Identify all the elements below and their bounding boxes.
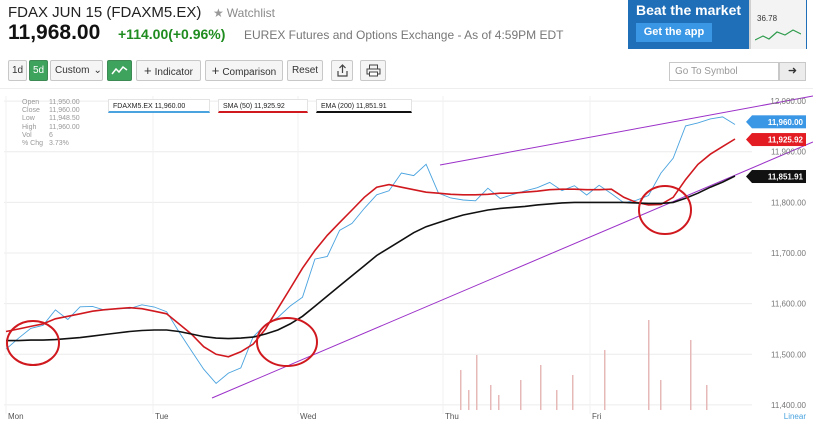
comparison-label[interactable]: Comparison <box>222 67 277 78</box>
volume-bar <box>648 320 650 410</box>
volume-bar <box>706 385 708 410</box>
symbol-name: FDAX JUN 15 (FDAXM5.EX) <box>8 4 202 21</box>
high-label: High <box>22 123 37 131</box>
goto-symbol-input[interactable]: Go To Symbol <box>669 62 779 81</box>
legend-series-sma[interactable]: SMA (50) 11,925.92 <box>218 99 308 113</box>
legend-price-label[interactable]: FDAXM5.EX 11,960.00 <box>113 103 186 110</box>
legend-ema-label[interactable]: EMA (200) 11,851.91 <box>321 103 387 110</box>
ohlc-panel: Open 11,950.00 Close 11,960.00 Low 11,948.5… <box>22 99 80 148</box>
x-tick-label: Wed <box>300 412 316 421</box>
get-app-button[interactable]: Get the app <box>636 23 712 42</box>
volume-bar <box>572 375 574 410</box>
ad-title: Beat the market <box>636 2 742 18</box>
close-label: Close <box>22 107 40 115</box>
y-tick-label: 11,800.00 <box>771 198 807 207</box>
low-label: Low <box>22 115 35 123</box>
comparison-button[interactable]: + Comparison <box>205 60 283 81</box>
price-chart[interactable]: 12,000.00 11,900.00 11,800.00 11,700.00 11,6… <box>0 88 813 428</box>
legend-sma-label[interactable]: SMA (50) 11,925.92 <box>223 103 285 110</box>
chg-label: % Chg <box>22 140 44 148</box>
phone-chart-icon <box>755 29 801 41</box>
x-tick-label: Tue <box>155 412 169 421</box>
range-1d-button[interactable]: 1d <box>8 60 27 81</box>
volume-bar <box>660 380 662 410</box>
x-tick-label: Fri <box>592 412 602 421</box>
volume-bar <box>556 390 558 410</box>
app-ad-banner[interactable]: Beat the market Get the app 36.78 <box>628 0 807 49</box>
volume-bar <box>490 385 492 410</box>
indicator-label[interactable]: Indicator <box>154 67 193 78</box>
chg-value: 3.73% <box>49 140 69 148</box>
upper-trendline[interactable] <box>439 95 813 166</box>
phone-image: 36.78 <box>749 0 806 49</box>
legend-series-ema[interactable]: EMA (200) 11,851.91 <box>316 99 412 113</box>
x-tick-label: Mon <box>8 412 24 421</box>
volume-bar <box>540 365 542 410</box>
y-tick-label: 11,500.00 <box>771 350 807 359</box>
price-tag <box>752 170 806 184</box>
share-button[interactable] <box>331 60 353 81</box>
price-tag-label: 11,925.92 <box>768 136 804 145</box>
y-tick-label: 12,000.00 <box>770 97 806 106</box>
custom-range-label[interactable]: Custom <box>55 65 90 76</box>
custom-range-dropdown[interactable]: Custom ⌄ <box>50 60 103 81</box>
open-label: Open <box>22 99 40 106</box>
range-5d-button[interactable]: 5d <box>29 60 48 81</box>
print-button[interactable] <box>360 60 386 81</box>
line-chart-icon[interactable] <box>111 64 128 76</box>
volume-bar <box>604 350 606 410</box>
volume-bar <box>520 380 522 410</box>
watchlist-label[interactable]: Watchlist <box>226 6 275 20</box>
series-line-sma-50-[interactable] <box>5 138 736 358</box>
goto-symbol-button[interactable]: ➜ <box>779 62 806 81</box>
price-tag <box>752 133 806 147</box>
series-line-ema-200-[interactable] <box>6 175 736 342</box>
y-tick-label: 11,400.00 <box>771 401 807 410</box>
print-icon[interactable] <box>366 64 381 77</box>
indicator-button[interactable]: + Indicator <box>136 60 201 81</box>
highlight-circle <box>638 185 692 235</box>
volume-bar <box>468 390 470 410</box>
price-tag-pointer <box>746 170 752 184</box>
star-icon[interactable]: ★ <box>213 6 224 20</box>
volume-bar <box>460 370 462 410</box>
reset-button[interactable]: Reset <box>287 60 323 81</box>
open-value: 11,950.00 <box>49 99 80 106</box>
low-value: 11,948.50 <box>49 115 80 123</box>
price-tag-pointer <box>746 133 752 147</box>
y-tick-label: 11,700.00 <box>771 249 807 258</box>
phone-quote-value: 36.78 <box>757 14 778 23</box>
exchange-info: EUREX Futures and Options Exchange - As … <box>244 28 564 42</box>
volume-bar <box>476 355 478 410</box>
price-tag-label: 11,851.91 <box>768 173 804 182</box>
last-price: 11,968.00 <box>8 21 101 44</box>
arrow-right-icon[interactable]: ➜ <box>787 65 798 77</box>
highlight-circle <box>6 320 60 366</box>
plus-icon[interactable]: + <box>144 63 152 78</box>
y-tick-label: 11,600.00 <box>771 300 807 309</box>
vol-value: 6 <box>49 131 53 139</box>
volume-bar <box>690 340 692 410</box>
price-tag <box>752 115 806 129</box>
legend-series-price[interactable]: FDAXM5.EX 11,960.00 <box>108 99 210 113</box>
x-tick-label: Thu <box>445 412 459 421</box>
price-tag-label: 11,960.00 <box>768 118 804 127</box>
chevron-down-icon[interactable]: ⌄ <box>93 65 102 76</box>
scale-label[interactable]: Linear <box>784 412 807 421</box>
volume-bar <box>498 395 500 410</box>
high-value: 11,960.00 <box>49 123 80 131</box>
price-tag-pointer <box>746 115 752 129</box>
plus-icon[interactable]: + <box>211 63 220 78</box>
highlight-circle <box>256 317 318 367</box>
share-icon[interactable] <box>336 64 349 77</box>
chart-type-button[interactable] <box>107 60 132 81</box>
close-value: 11,960.00 <box>49 107 80 115</box>
vol-label: Vol <box>22 131 32 139</box>
watchlist-button[interactable]: ★ Watchlist <box>213 6 275 20</box>
price-change: +114.00(+0.96%) <box>118 26 226 42</box>
y-tick-label: 11,900.00 <box>771 148 807 157</box>
